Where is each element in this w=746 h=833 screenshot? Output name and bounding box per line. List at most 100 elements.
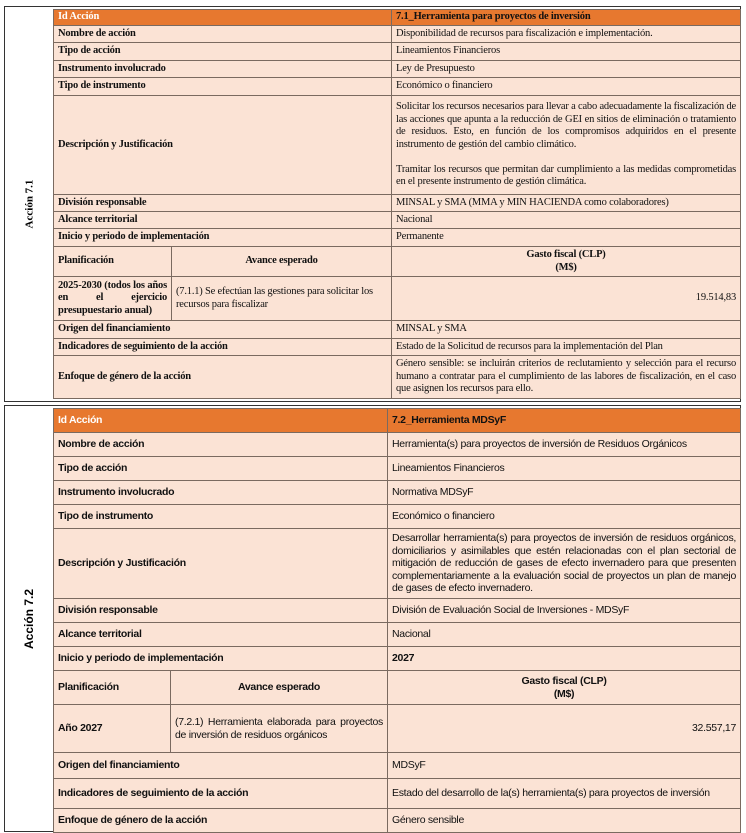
id-label: Id Acción [53,9,392,26]
side-label: Acción 7.1 [5,7,53,401]
plan-row: 2025-2030 (todos los años en el ejercici… [53,276,741,321]
id-label: Id Acción [52,408,389,433]
plan-header-row: Planificación Avance esperado Gasto fiscal… [53,670,742,705]
row-value: Lineamientos Financieros [387,456,742,481]
row-value: Ley de Presupuesto [391,60,741,78]
row-label: Instrumento involucrado [52,480,389,505]
plan-period: Año 2027 [53,704,171,753]
table-row: Descripción y Justificación Desarrollar h… [52,528,742,599]
table-row: Origen del financiamiento MINSAL y SMA [53,320,741,339]
row-value: Nacional [387,622,742,647]
table-row: Enfoque de género de la acción Género sen… [52,808,742,833]
gasto-header: Gasto fiscal (CLP) (M$) [387,670,742,705]
row-label: Origen del financiamiento [52,752,389,779]
row-value: Género sensible [387,808,742,833]
row-value: MINSAL y SMA [391,320,741,339]
description-paragraph: Solicitar los recursos necesarios para l… [396,101,736,150]
row-label: Indicadores de seguimiento de la acción [52,778,389,809]
table-row: Tipo de instrumento Económico o financier… [52,504,742,529]
plan-header: Planificación [53,246,172,277]
plan-header-row: Planificación Avance esperado Gasto fiscal… [53,246,741,277]
gasto-header-line: Gasto fiscal (CLP) [521,674,607,687]
table-row: Origen del financiamiento MDSyF [52,752,742,779]
plan-avance: (7.2.1) Herramienta elaborada para proye… [169,704,389,753]
row-label: Alcance territorial [52,622,389,647]
row-label: Instrumento involucrado [53,60,392,78]
table-row: Enfoque de género de la acción Género sen… [53,355,741,399]
row-value: 2027 [387,646,742,671]
gasto-header-unit: (M$) [553,687,575,700]
row-value: Estado de la Solicitud de recursos para … [391,338,741,356]
table-row: División responsable División de Evaluaci… [52,598,742,623]
row-value: Permanente [391,228,741,247]
row-value: Económico o financiero [387,504,742,529]
plan-header: Planificación [53,670,171,705]
row-value: Disponibilidad de recursos para fiscaliz… [391,25,741,43]
table-row: Tipo de acción Lineamientos Financieros [52,456,742,481]
row-value: División de Evaluación Social de Inversi… [387,598,742,623]
row-label: División responsable [52,598,389,623]
row-value: Herramienta(s) para proyectos de inversi… [387,432,742,457]
side-label-text: Acción 7.1 [23,179,36,229]
row-label: Indicadores de seguimiento de la acción [53,338,392,356]
row-value: Solicitar los recursos necesarios para l… [391,95,741,195]
row-label: Nombre de acción [52,432,389,457]
gasto-header: Gasto fiscal (CLP) (M$) [391,246,741,277]
row-label: Enfoque de género de la acción [53,355,392,399]
plan-period: 2025-2030 (todos los años en el ejercici… [53,276,172,321]
table-row: Nombre de acción Herramienta(s) para proy… [52,432,742,457]
plan-row: Año 2027 (7.2.1) Herramienta elaborada pa… [53,704,742,753]
table-row: Inicio y periodo de implementación Perman… [53,228,741,247]
action-7-2-table: Acción 7.2 Id Acción 7.2_Herramienta MDSy… [4,405,742,833]
row-label: Tipo de acción [52,456,389,481]
row-value: Lineamientos Financieros [391,42,741,61]
row-label: Inicio y periodo de implementación [53,228,392,247]
action-7-1-table: Acción 7.1 Id Acción 7.1_Herramienta para… [4,6,741,402]
action-table: Id Acción 7.1_Herramienta para proyectos … [53,9,741,399]
plan-avance: (7.1.1) Se efectúan las gestiones para s… [171,276,392,321]
id-value: 7.2_Herramienta MDSyF [387,408,742,433]
id-row: Id Acción 7.2_Herramienta MDSyF [52,408,742,433]
row-value: MINSAL y SMA (MMA y MIN HACIENDA como co… [391,194,741,212]
row-value: MDSyF [387,752,742,779]
table-row: División responsable MINSAL y SMA (MMA y … [53,194,741,212]
table-row: Instrumento involucrado Ley de Presupuest… [53,60,741,78]
gasto-header-line: Gasto fiscal (CLP) [526,248,606,260]
row-label: Inicio y periodo de implementación [52,646,389,671]
row-label: Nombre de acción [53,25,392,43]
description-paragraph: Tramitar los recursos que permitan dar c… [396,163,736,188]
gasto-header-unit: (M$) [555,261,577,273]
plan-gasto: 32.557,17 [387,704,742,753]
side-label: Acción 7.2 [5,406,53,831]
row-label: Alcance territorial [53,211,392,229]
table-row: Alcance territorial Nacional [53,211,741,229]
side-label-text: Acción 7.2 [22,588,36,649]
row-value: Estado del desarrollo de la(s) herramien… [387,778,742,809]
action-table: Id Acción 7.2_Herramienta MDSyF Nombre de… [52,408,742,833]
row-label: Descripción y Justificación [53,95,392,195]
row-label: Tipo de instrumento [52,504,389,529]
table-row: Descripción y Justificación Solicitar los… [53,95,741,195]
row-label: Origen del financiamiento [53,320,392,339]
row-label: Enfoque de género de la acción [52,808,389,833]
table-row: Inicio y periodo de implementación 2027 [52,646,742,671]
row-value: Económico o financiero [391,77,741,96]
avance-header: Avance esperado [169,670,389,705]
table-row: Nombre de acción Disponibilidad de recurs… [53,25,741,43]
row-value: Nacional [391,211,741,229]
table-row: Tipo de instrumento Económico o financier… [53,77,741,96]
row-value: Normativa MDSyF [387,480,742,505]
id-value: 7.1_Herramienta para proyectos de invers… [391,9,741,26]
plan-gasto: 19.514,83 [391,276,741,321]
table-row: Indicadores de seguimiento de la acción E… [53,338,741,356]
table-row: Alcance territorial Nacional [52,622,742,647]
row-label: Descripción y Justificación [52,528,389,599]
row-label: División responsable [53,194,392,212]
avance-header: Avance esperado [171,246,392,277]
row-value: Género sensible: se incluirán criterios … [391,355,741,399]
table-row: Tipo de acción Lineamientos Financieros [53,42,741,61]
row-label: Tipo de instrumento [53,77,392,96]
id-row: Id Acción 7.1_Herramienta para proyectos … [53,9,741,26]
table-row: Indicadores de seguimiento de la acción E… [52,778,742,809]
table-row: Instrumento involucrado Normativa MDSyF [52,480,742,505]
